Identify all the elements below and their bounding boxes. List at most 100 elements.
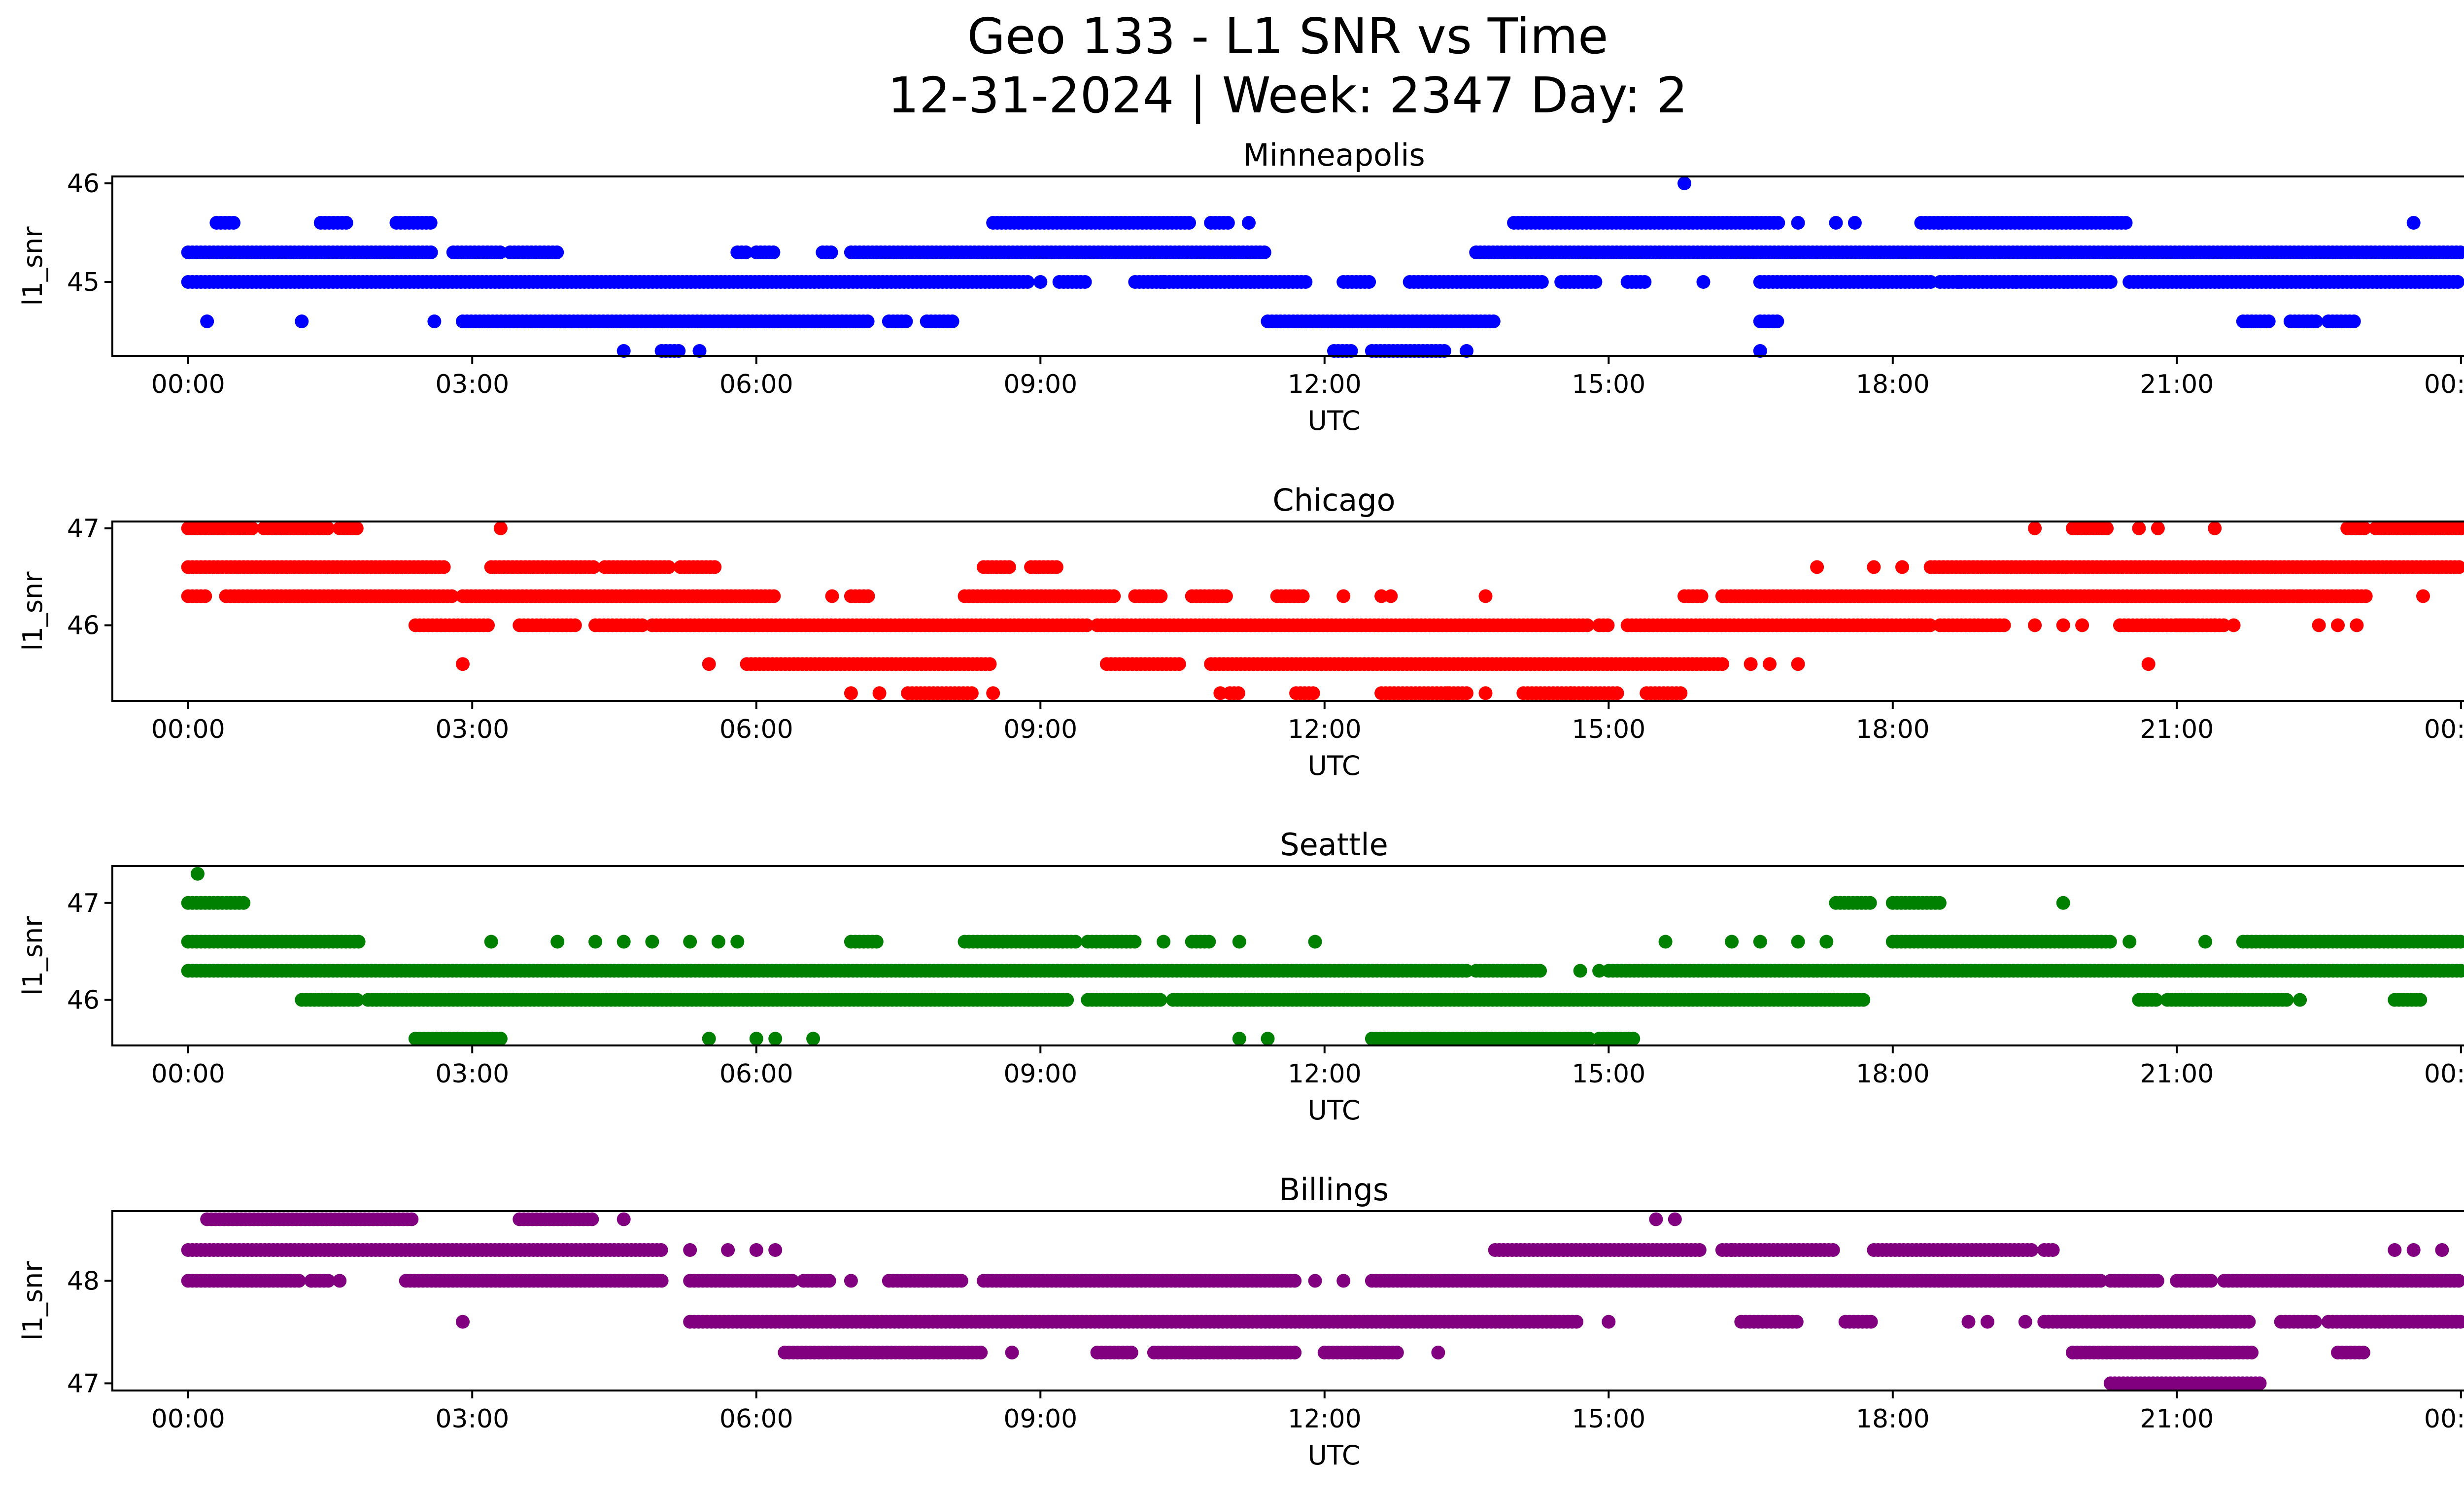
- data-point: [1060, 993, 1074, 1007]
- data-point: [1580, 618, 1595, 632]
- data-point: [1232, 1032, 1246, 1046]
- data-point: [739, 245, 753, 259]
- axes-frame-chicago: [111, 521, 2464, 702]
- data-point: [2198, 935, 2212, 949]
- data-point: [550, 245, 564, 259]
- x-tick-label: 12:00: [1288, 715, 1362, 744]
- data-point: [1626, 1032, 1641, 1046]
- data-point: [1848, 216, 1862, 230]
- data-point: [2416, 589, 2430, 603]
- data-point: [2226, 618, 2241, 632]
- data-point: [2350, 618, 2364, 632]
- axes-frame-minneapolis: [111, 175, 2464, 357]
- scatter-series-billings: [181, 1212, 2464, 1391]
- data-point: [1895, 560, 1909, 574]
- x-tick-label: 18:00: [1856, 370, 1930, 399]
- data-point: [1049, 560, 1063, 574]
- data-point: [768, 1032, 783, 1046]
- y-axis-label-minneapolis: l1_snr: [17, 226, 48, 306]
- data-point: [245, 521, 259, 535]
- data-point: [1694, 589, 1709, 603]
- data-point: [1172, 657, 1186, 671]
- x-tick-label: 06:00: [719, 370, 793, 399]
- data-point: [2149, 993, 2163, 1007]
- data-point: [2075, 618, 2089, 632]
- data-point: [427, 314, 442, 328]
- data-point: [1997, 618, 2011, 632]
- data-point: [672, 344, 686, 358]
- data-point: [1952, 275, 1966, 289]
- data-point: [1478, 589, 1493, 603]
- data-point: [825, 589, 839, 603]
- data-point: [2452, 1274, 2464, 1288]
- data-point: [1856, 993, 1871, 1007]
- data-point: [1582, 1032, 1596, 1046]
- data-point: [2435, 1243, 2449, 1257]
- x-tick-label: 18:00: [1856, 1059, 1930, 1089]
- data-point: [445, 589, 459, 603]
- data-point: [2150, 1274, 2164, 1288]
- data-point: [1763, 657, 1777, 671]
- data-point: [860, 314, 875, 328]
- data-point: [785, 1274, 799, 1288]
- data-point: [437, 560, 451, 574]
- data-point: [1336, 1274, 1351, 1288]
- data-point: [654, 1274, 669, 1288]
- y-axis-label-chicago: l1_snr: [17, 571, 48, 651]
- data-point: [2261, 314, 2276, 328]
- x-tick-label: 21:00: [2140, 1059, 2214, 1089]
- data-point: [2046, 1243, 2060, 1257]
- data-point: [321, 1274, 336, 1288]
- panel-title-minneapolis: Minneapolis: [1243, 137, 1425, 173]
- data-point: [1261, 1032, 1275, 1046]
- data-point: [2204, 1274, 2218, 1288]
- data-point: [1154, 589, 1168, 603]
- data-point: [2217, 618, 2231, 632]
- data-point: [1153, 993, 1167, 1007]
- data-point: [1819, 935, 1834, 949]
- x-tick-label: 21:00: [2140, 370, 2214, 399]
- data-point: [702, 1032, 716, 1046]
- data-point: [708, 560, 722, 574]
- data-point: [2454, 521, 2464, 535]
- data-point: [1674, 686, 1688, 700]
- x-tick-label: 15:00: [1572, 1059, 1645, 1089]
- data-point: [198, 589, 212, 603]
- data-point: [295, 314, 309, 328]
- data-point: [1242, 216, 1256, 230]
- data-point: [1460, 964, 1473, 978]
- data-point: [869, 935, 884, 949]
- x-tick-label: 12:00: [1288, 1059, 1362, 1089]
- axes-frame-seattle: [111, 865, 2464, 1046]
- data-point: [1692, 1243, 1707, 1257]
- data-point: [861, 589, 875, 603]
- data-point: [2132, 521, 2146, 535]
- data-point: [711, 935, 725, 949]
- data-point: [2141, 657, 2156, 671]
- data-point: [749, 1243, 763, 1257]
- data-point: [616, 1212, 631, 1226]
- data-point: [806, 1032, 821, 1046]
- data-point: [1573, 964, 1587, 978]
- x-tick-label: 00:00: [2424, 370, 2464, 399]
- x-tick-label: 18:00: [1856, 715, 1930, 744]
- data-point: [645, 935, 659, 949]
- data-point: [983, 657, 997, 671]
- data-point: [692, 344, 707, 358]
- data-point: [1384, 589, 1398, 603]
- data-point: [1932, 896, 1947, 910]
- data-point: [635, 618, 650, 632]
- data-point: [702, 657, 716, 671]
- data-point: [304, 521, 318, 535]
- data-point: [2009, 275, 2023, 289]
- data-point: [768, 1243, 783, 1257]
- data-point: [2280, 993, 2294, 1007]
- data-point: [767, 589, 781, 603]
- data-point: [766, 245, 781, 259]
- data-point: [2312, 618, 2326, 632]
- data-point: [2093, 1274, 2108, 1288]
- y-tick-label: 46: [67, 986, 100, 1015]
- data-point: [2451, 275, 2464, 289]
- x-tick-label: 00:00: [151, 370, 225, 399]
- data-point: [1638, 275, 1652, 289]
